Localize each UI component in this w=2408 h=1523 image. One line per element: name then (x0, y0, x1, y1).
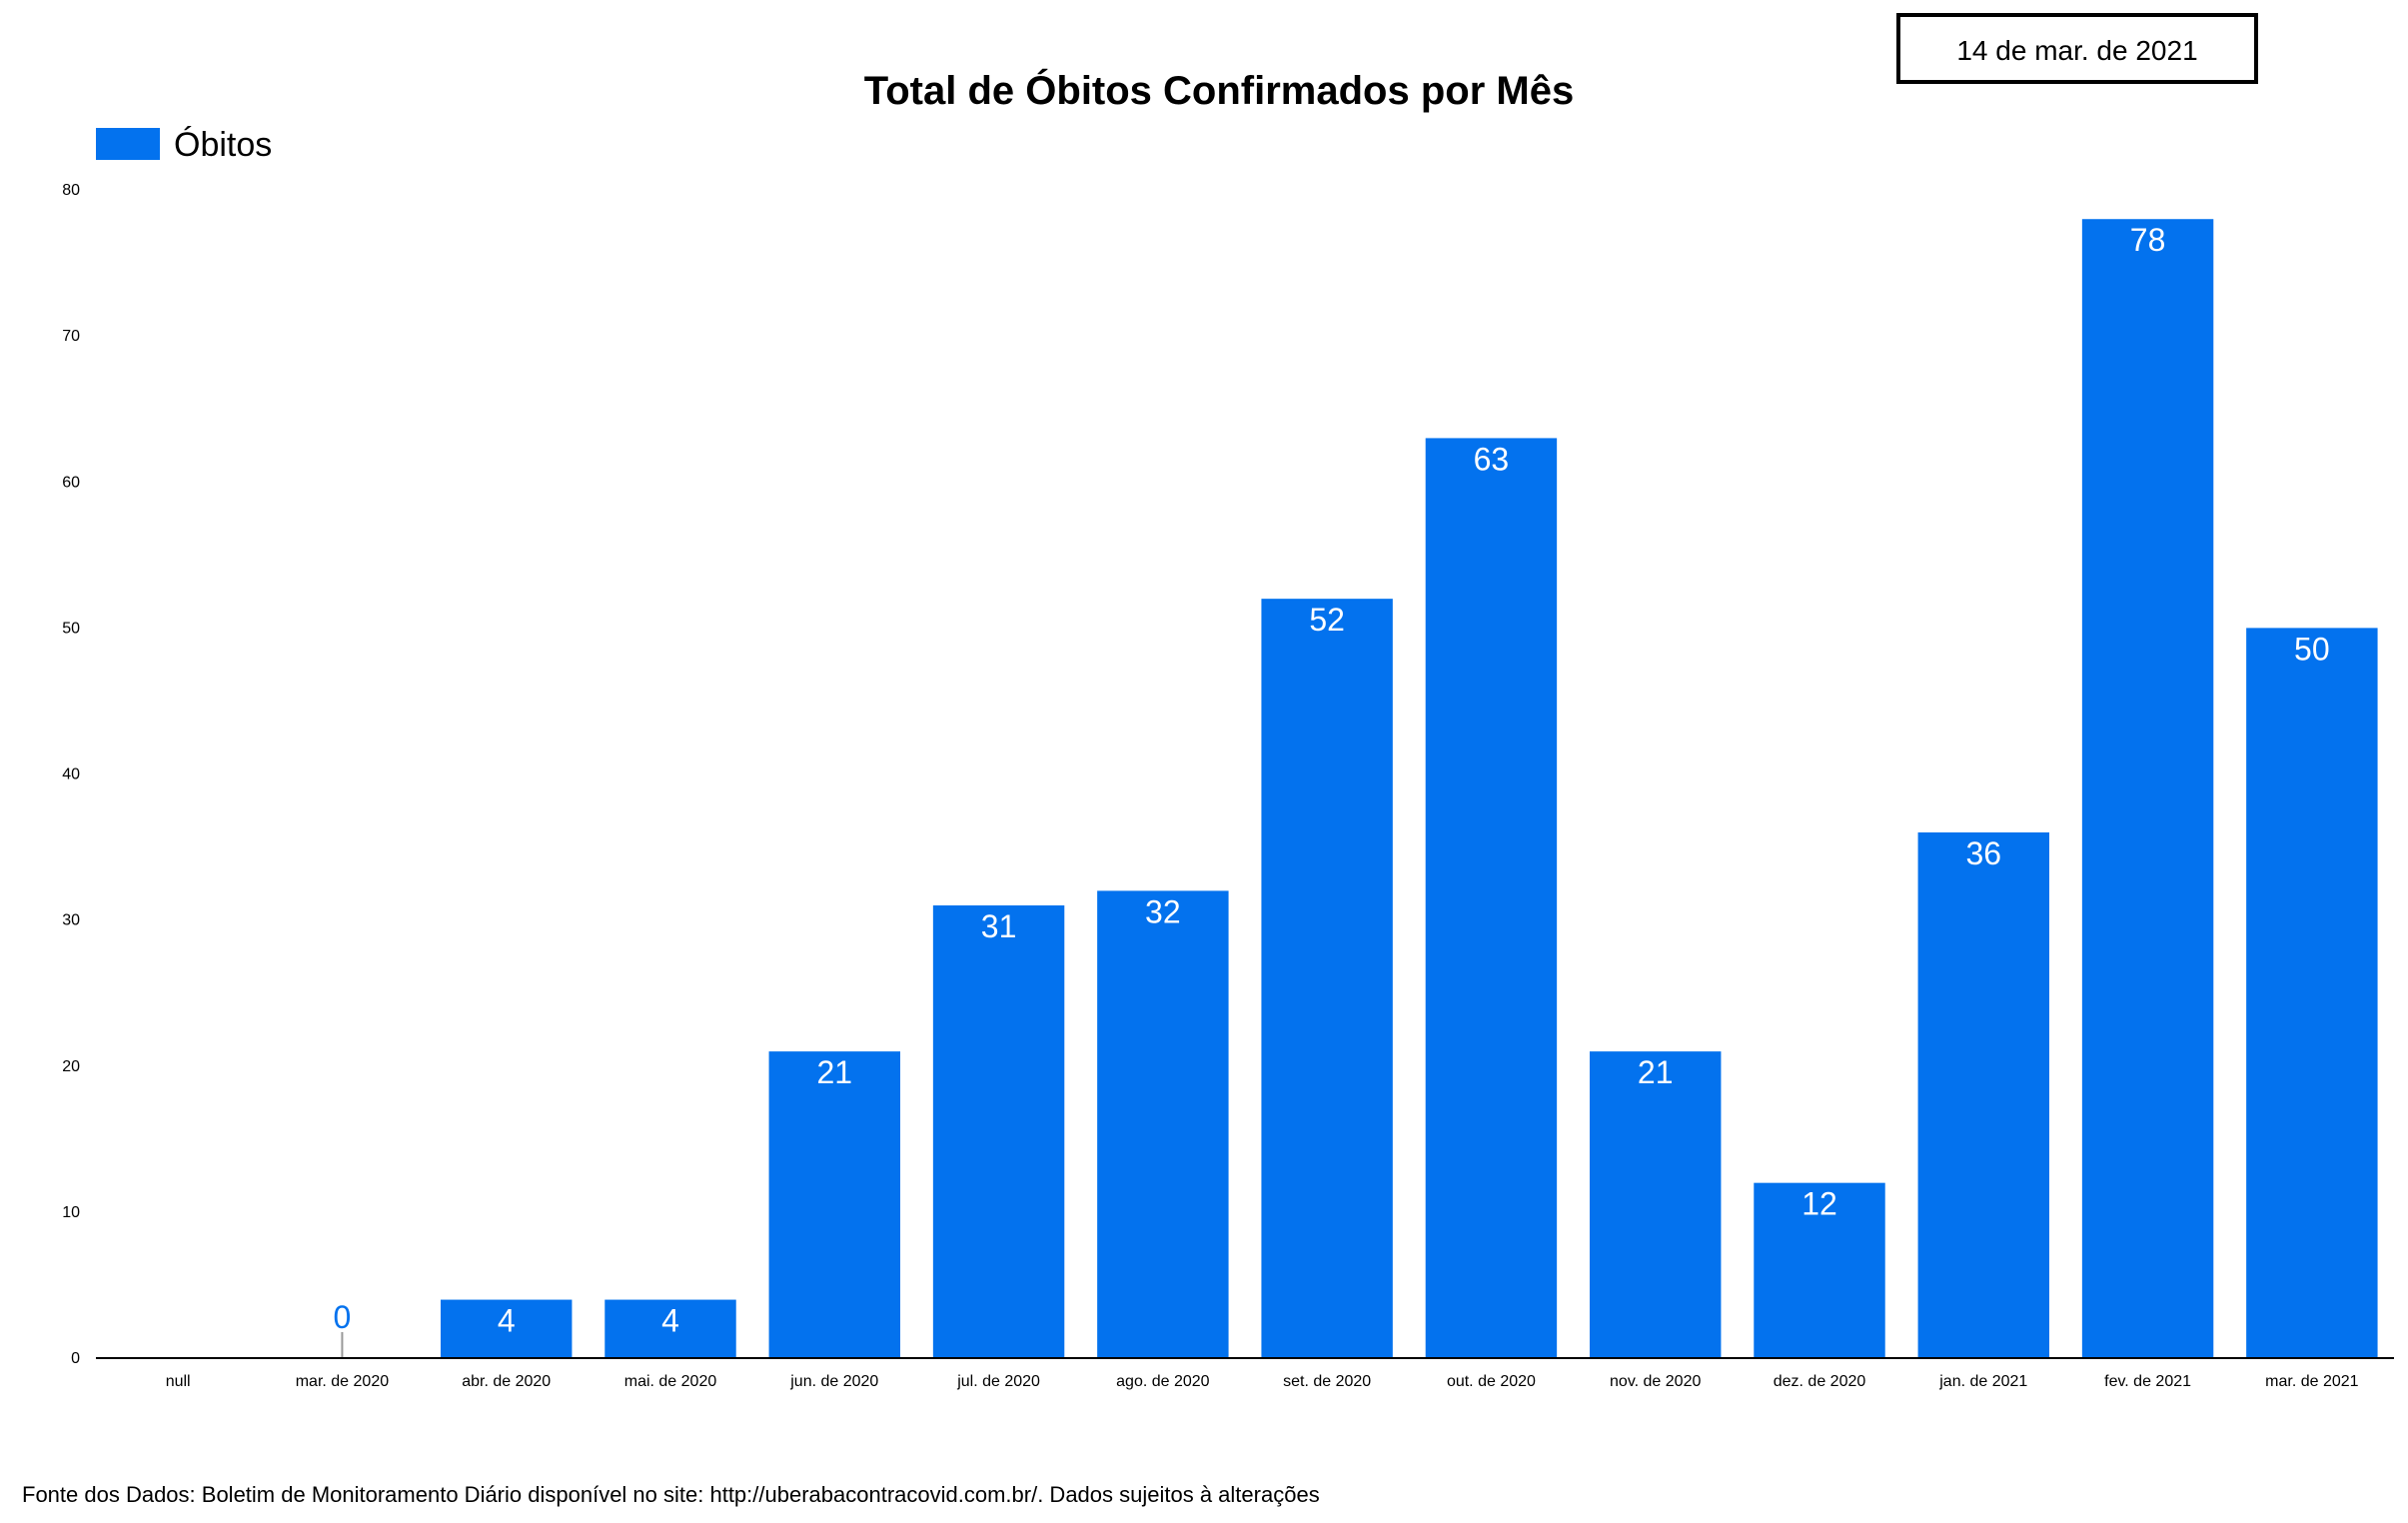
y-tick-label: 60 (62, 474, 80, 491)
chart-title: Total de Óbitos Confirmados por Mês (864, 67, 1574, 113)
x-tick-label: jun. de 2020 (789, 1373, 878, 1390)
bar-value-label: 50 (2294, 631, 2330, 667)
bar-value-label: 4 (498, 1303, 516, 1339)
bar-value-label: 31 (981, 908, 1017, 944)
bar (441, 1299, 573, 1358)
legend: Óbitos (96, 126, 272, 164)
x-tick-label: abr. de 2020 (462, 1373, 551, 1390)
bar-value-label: 21 (1638, 1054, 1674, 1090)
y-tick-label: 80 (62, 182, 80, 199)
x-tick-label: mar. de 2021 (2265, 1373, 2359, 1390)
x-tick-label: jan. de 2021 (1938, 1373, 2027, 1390)
bars: 0 4 4 21 31 32 52 63 21 12 36 78 50 (334, 219, 2378, 1359)
bar-value-label: 36 (1965, 835, 2001, 871)
bar-value-label: 78 (2130, 222, 2166, 258)
bar-value-label: 52 (1309, 602, 1345, 638)
bar (1261, 599, 1393, 1358)
y-axis: 0 10 20 30 40 50 60 70 80 (62, 182, 80, 1367)
bar-value-label: 4 (661, 1303, 679, 1339)
y-tick-label: 40 (62, 766, 80, 783)
x-tick-label: ago. de 2020 (1116, 1373, 1210, 1390)
x-tick-label: jul. de 2020 (956, 1373, 1040, 1390)
bar (2246, 628, 2378, 1358)
bar-value-label: 21 (816, 1054, 852, 1090)
bar (1754, 1182, 1885, 1358)
y-tick-label: 10 (62, 1204, 80, 1221)
bar (768, 1051, 900, 1358)
bar-value-label: 0 (334, 1299, 352, 1335)
bar (1917, 831, 2049, 1358)
x-tick-label: out. de 2020 (1447, 1373, 1536, 1390)
bar (604, 1299, 736, 1358)
bar-value-label: 12 (1802, 1186, 1837, 1222)
bar (2081, 219, 2214, 1359)
x-tick-label: fev. de 2021 (2104, 1373, 2191, 1390)
bar (1097, 890, 1229, 1358)
y-tick-label: 20 (62, 1058, 80, 1075)
bar-value-label: 63 (1474, 441, 1510, 477)
bar-value-label: 32 (1145, 893, 1181, 929)
x-tick-label: dez. de 2020 (1774, 1373, 1866, 1390)
y-tick-label: 0 (71, 1350, 80, 1367)
bar (1590, 1051, 1722, 1358)
x-tick-label: set. de 2020 (1283, 1373, 1371, 1390)
y-tick-label: 30 (62, 912, 80, 929)
bar (932, 905, 1065, 1358)
footer-source: Fonte dos Dados: Boletim de Monitorament… (22, 1482, 1320, 1507)
bar (1425, 438, 1558, 1359)
x-tick-label: nov. de 2020 (1610, 1373, 1701, 1390)
date-badge: 14 de mar. de 2021 (1896, 13, 2258, 84)
legend-swatch (96, 128, 160, 160)
legend-label: Óbitos (174, 126, 272, 164)
y-tick-label: 50 (62, 620, 80, 637)
x-axis: null mar. de 2020 abr. de 2020 mai. de 2020… (96, 1357, 2394, 1390)
y-tick-label: 70 (62, 328, 80, 345)
x-tick-label: mai. de 2020 (624, 1373, 717, 1390)
date-badge-text: 14 de mar. de 2021 (1956, 35, 2197, 66)
x-tick-label: mar. de 2020 (296, 1373, 390, 1390)
date-badge-box (1896, 13, 2258, 84)
x-tick-label: null (166, 1373, 191, 1390)
